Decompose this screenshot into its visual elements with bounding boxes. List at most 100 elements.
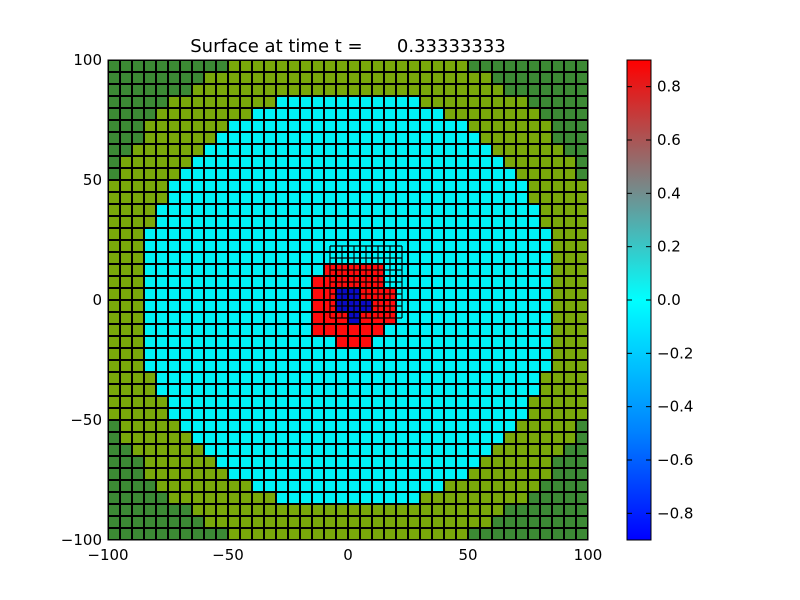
heatmap-cell [373,193,383,203]
heatmap-cell [205,193,215,203]
heatmap-cell [337,109,347,119]
heatmap-cell [169,217,179,227]
heatmap-cell [133,409,143,419]
heatmap-cell [277,445,287,455]
heatmap-cell [385,145,395,155]
heatmap-cell [157,229,167,239]
heatmap-cell [565,373,575,383]
heatmap-cell [505,409,515,419]
heatmap-cell [253,181,263,191]
heatmap-cell [529,517,539,527]
heatmap-cell [505,277,515,287]
heatmap-cell [253,469,263,479]
heatmap-cell [565,73,575,83]
heatmap-cell [181,421,191,431]
heatmap-cell [337,385,347,395]
heatmap-cell [253,397,263,407]
heatmap-cell [457,457,467,467]
heatmap-cell [181,61,191,71]
heatmap-cell [433,397,443,407]
heatmap-cell [361,361,371,371]
heatmap-cell [217,277,227,287]
heatmap-cell [541,457,551,467]
heatmap-cell [553,241,563,251]
x-tick-label: −100 [87,546,128,564]
heatmap-cell [181,97,191,107]
heatmap-cell [517,121,527,131]
heatmap-cell [169,277,179,287]
heatmap-cell [325,205,335,215]
heatmap-cell [373,493,383,503]
heatmap-cell [505,301,515,311]
heatmap-cell [529,157,539,167]
heatmap-cell [553,373,563,383]
heatmap-cell [421,493,431,503]
heatmap-cell [241,385,251,395]
heatmap-cell [445,397,455,407]
heatmap-cell [385,469,395,479]
heatmap-cell [277,145,287,155]
heatmap-cell [433,481,443,491]
heatmap-cell [577,493,587,503]
heatmap-cell [397,397,407,407]
heatmap-cell [421,109,431,119]
heatmap-cell [385,169,395,179]
heatmap-cell [433,217,443,227]
heatmap-cell [457,169,467,179]
heatmap-cell [541,445,551,455]
heatmap-cell [517,205,527,215]
heatmap-cell [217,493,227,503]
heatmap-cell [421,337,431,347]
heatmap-cell [505,205,515,215]
heatmap-cell [289,373,299,383]
heatmap-cell [325,217,335,227]
heatmap-cell [565,397,575,407]
heatmap-cell [481,373,491,383]
heatmap-cell [481,421,491,431]
heatmap-cell [421,121,431,131]
heatmap-cell [277,205,287,215]
heatmap-cell [445,445,455,455]
heatmap-cell [553,397,563,407]
heatmap-cell [505,253,515,263]
heatmap-cell [421,469,431,479]
heatmap-cell [517,73,527,83]
heatmap-cell [145,301,155,311]
heatmap-cell [553,409,563,419]
heatmap-cell [577,217,587,227]
heatmap-cell [529,349,539,359]
heatmap-cell [145,409,155,419]
heatmap-cell [181,349,191,359]
heatmap-cell [349,337,359,347]
heatmap-cell [265,97,275,107]
heatmap-cell [433,61,443,71]
heatmap-cell [181,241,191,251]
heatmap-cell [265,145,275,155]
heatmap-cell [577,397,587,407]
heatmap-cell [313,481,323,491]
heatmap-cell [289,517,299,527]
heatmap-cell [169,61,179,71]
heatmap-cell [361,397,371,407]
heatmap-cell [421,409,431,419]
heatmap-cell [157,157,167,167]
x-tick-label: −50 [212,546,244,564]
heatmap-cell [265,421,275,431]
heatmap-cell [421,433,431,443]
heatmap-cell [145,481,155,491]
heatmap-cell [181,229,191,239]
heatmap-cell [445,253,455,263]
heatmap-cell [337,85,347,95]
heatmap-cell [457,229,467,239]
heatmap-cell [385,373,395,383]
heatmap-cell [325,481,335,491]
heatmap-cell [529,397,539,407]
heatmap-cell [421,193,431,203]
heatmap-cell [541,493,551,503]
heatmap-cell [133,181,143,191]
heatmap-cell [361,493,371,503]
heatmap-cell [253,421,263,431]
heatmap-cell [145,85,155,95]
heatmap-cell [481,217,491,227]
heatmap-cell [481,397,491,407]
